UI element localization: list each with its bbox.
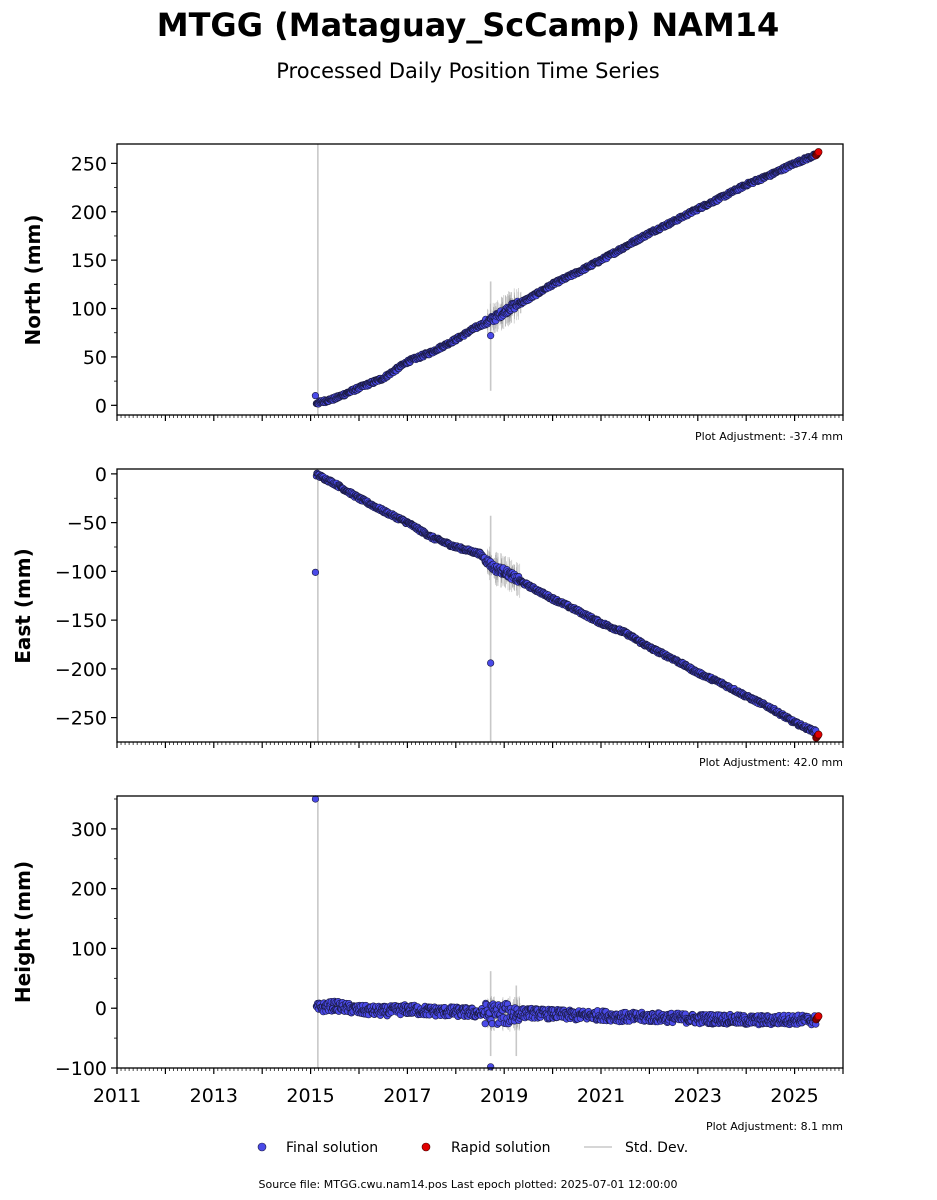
chart-title: MTGG (Mataguay_ScCamp) NAM14	[157, 6, 779, 44]
legend-final-label: Final solution	[286, 1140, 378, 1156]
rapid-point	[814, 148, 823, 156]
legend-rapid-marker	[421, 1142, 431, 1152]
plot-adjustment-note: Plot Adjustment: -37.4 mm	[695, 430, 843, 443]
legend: Final solution Rapid solution Std. Dev.	[257, 1140, 688, 1156]
x-tick-label: 2017	[383, 1085, 431, 1107]
panel-3: −100 0 100 200 300 2011 2013 2015 2017 2019 2021 20…	[11, 795, 844, 1133]
axes-frame	[116, 143, 844, 416]
y-tick-label: −100	[55, 561, 107, 583]
y-tick-label: 200	[71, 879, 107, 901]
y-tick-label: 250	[71, 153, 107, 175]
x-tick-label: 2019	[480, 1085, 528, 1107]
panels-group: 0 50 100 150 200 250 North (mm) Plot Adjustment…	[11, 143, 844, 1133]
legend-std-label: Std. Dev.	[625, 1140, 688, 1156]
axes-frame	[116, 795, 844, 1069]
axes-frame	[116, 468, 844, 743]
y-axis-label: Height (mm)	[11, 861, 35, 1003]
y-tick-label: 0	[95, 998, 107, 1020]
y-tick-label: 50	[83, 347, 107, 369]
panel-1: 0 50 100 150 200 250 North (mm) Plot Adjustment…	[21, 143, 844, 443]
x-tick-label: 2025	[770, 1085, 818, 1107]
outlier-point	[487, 659, 495, 667]
y-tick-label: 0	[95, 464, 107, 486]
x-tick-label: 2011	[93, 1085, 141, 1107]
legend-final-marker	[257, 1142, 267, 1152]
y-tick-label: 150	[71, 250, 107, 272]
y-tick-label: −100	[55, 1058, 107, 1080]
y-tick-label: −150	[55, 610, 107, 632]
plot-adjustment-note: Plot Adjustment: 8.1 mm	[706, 1120, 843, 1133]
x-tick-label: 2013	[190, 1085, 238, 1107]
legend-rapid-label: Rapid solution	[451, 1140, 551, 1156]
chart-subtitle: Processed Daily Position Time Series	[276, 59, 660, 83]
outlier-point	[487, 332, 495, 340]
y-tick-label: −250	[55, 708, 107, 730]
source-file-note: Source file: MTGG.cwu.nam14.pos Last epo…	[259, 1178, 678, 1191]
x-tick-label: 2023	[674, 1085, 722, 1107]
outlier-point	[311, 795, 320, 803]
y-axis-label: North (mm)	[21, 214, 45, 345]
rapid-point	[814, 1012, 823, 1021]
y-tick-label: 100	[71, 938, 107, 960]
panel-2: 0 −50 −100 −150 −200 −250 East (mm) Plot Adjust…	[11, 464, 844, 769]
outlier-point	[311, 392, 320, 400]
y-tick-label: 200	[71, 202, 107, 224]
y-axis-label: East (mm)	[11, 548, 35, 664]
y-tick-label: −200	[55, 659, 107, 681]
x-tick-label: 2015	[286, 1085, 334, 1107]
outlier-point	[311, 568, 320, 576]
y-tick-label: 0	[95, 395, 107, 417]
x-tick-label: 2021	[577, 1085, 625, 1107]
y-tick-label: 300	[71, 819, 107, 841]
rapid-point	[814, 730, 823, 739]
y-tick-label: −50	[67, 513, 107, 535]
y-tick-label: 100	[71, 299, 107, 321]
plot-adjustment-note: Plot Adjustment: 42.0 mm	[699, 756, 843, 769]
